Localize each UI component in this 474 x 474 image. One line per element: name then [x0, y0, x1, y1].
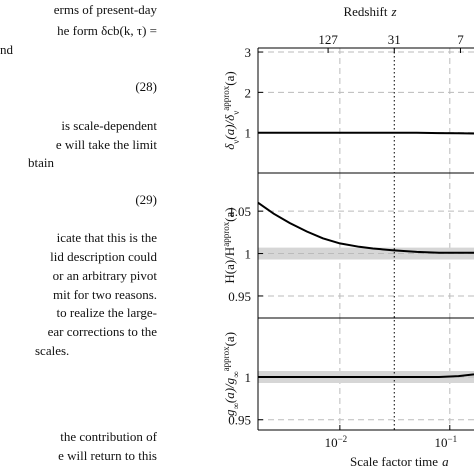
top-tick-label: 31: [388, 32, 401, 47]
label-part: approx: [221, 346, 231, 371]
label-part: ∞: [231, 403, 241, 409]
label-part: δ: [222, 143, 237, 150]
band: [258, 247, 474, 260]
y-tick-label: 3: [245, 45, 252, 60]
label-part: g: [222, 409, 237, 416]
top-tick-label: 127: [318, 32, 338, 47]
y-axis-label: δν(a)/δνapprox(a): [221, 71, 241, 149]
x-tick-label: 10−2: [325, 434, 348, 450]
text-line: icate that this is the: [57, 230, 158, 245]
y-tick-label: 1.05: [228, 204, 251, 219]
curve: [258, 131, 474, 135]
label-part: (a): [222, 332, 237, 346]
label-part: approx: [221, 221, 231, 246]
top-tick-label: 7: [457, 32, 464, 47]
x-axis-label: Scale factor time a: [350, 454, 449, 469]
y-tick-label: 1: [245, 370, 252, 385]
text-line: ear corrections to the: [48, 324, 158, 339]
curve: [258, 373, 474, 378]
top-axis-label: Redshift z: [343, 4, 396, 19]
x-tick-label: 10−1: [435, 434, 458, 450]
text-line: e will take the limit: [56, 137, 157, 152]
text-line: btain: [28, 155, 54, 170]
y-tick-label: 2: [245, 85, 252, 100]
text-line: lid description could: [50, 249, 157, 264]
tick-exponent: −2: [338, 434, 348, 444]
text-line: is scale-dependent: [61, 118, 157, 133]
label-part: (a)/δ: [222, 114, 237, 140]
text-line: e will return to this: [58, 448, 157, 463]
text-line: mit for two reasons.: [53, 287, 157, 302]
label-part: (a)/g: [222, 377, 237, 403]
label-part: z: [391, 4, 397, 19]
text-line: to realize the large-: [57, 305, 157, 320]
text-line: erms of present-day: [54, 2, 158, 17]
label-part: ν: [231, 111, 241, 115]
y-tick-label: 0.95: [228, 289, 251, 304]
tick-base: 10: [325, 435, 338, 450]
label-part: approx: [221, 85, 231, 110]
label-part: ν: [231, 140, 241, 144]
label-part: Redshift: [343, 4, 387, 19]
y-tick-label: 0.95: [228, 413, 251, 428]
tick-base: 10: [435, 435, 448, 450]
label-part: H(a)/H: [222, 247, 237, 284]
text-line: the contribution of: [60, 429, 157, 444]
curve: [257, 201, 474, 254]
text-line: nd: [0, 42, 14, 57]
y-axis-label: g∞(a)/g∞approx(a): [221, 332, 241, 416]
tick-exponent: −1: [448, 434, 458, 444]
y-tick-label: 1: [245, 247, 252, 262]
y-tick-label: 1: [245, 126, 252, 141]
label-part: (a): [222, 71, 237, 85]
text-line: (28): [135, 79, 157, 94]
text-line: or an arbitrary pivot: [53, 268, 158, 283]
text-line: (29): [135, 192, 157, 207]
label-part: ∞: [231, 371, 241, 377]
y-axis-label: H(a)/Happrox(a): [221, 207, 237, 283]
text-line: he form δcb(k, τ) =: [57, 23, 157, 38]
label-part: (a): [222, 207, 237, 221]
label-part: a: [442, 454, 449, 469]
text-line: scales.: [35, 343, 69, 358]
label-part: Scale factor time: [350, 454, 438, 469]
